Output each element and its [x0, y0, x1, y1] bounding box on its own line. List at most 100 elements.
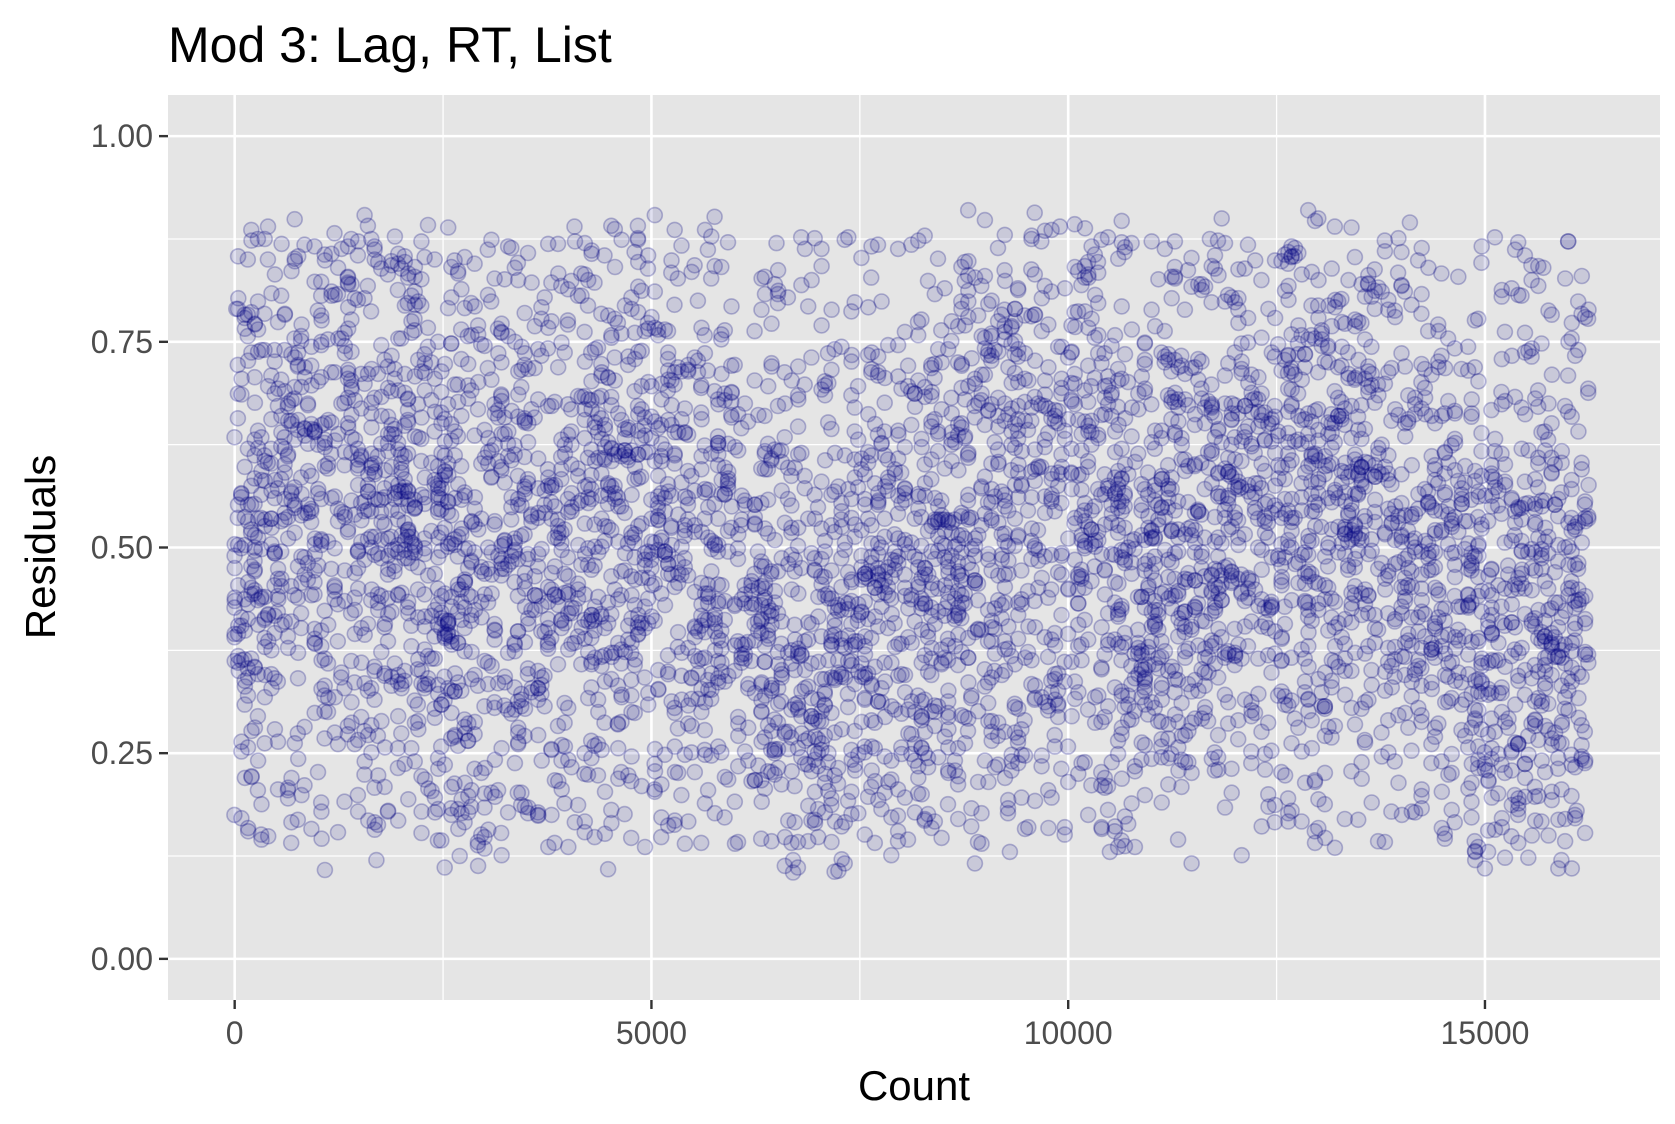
data-point: [768, 234, 785, 252]
data-point: [312, 287, 330, 305]
data-point: [783, 834, 800, 852]
data-point: [922, 470, 940, 488]
data-point: [419, 338, 437, 356]
data-point: [1426, 579, 1444, 597]
data-point: [1386, 651, 1404, 668]
data-point: [896, 666, 914, 684]
data-point: [626, 470, 643, 488]
data-point: [969, 526, 987, 544]
data-point: [1109, 732, 1127, 750]
data-point: [792, 559, 810, 577]
data-point: [1559, 367, 1577, 384]
data-point: [913, 711, 930, 729]
data-point: [392, 454, 410, 472]
data-point: [1001, 843, 1019, 861]
data-point: [239, 739, 257, 756]
data-point: [479, 241, 497, 258]
data-point: [1463, 408, 1480, 426]
data-point: [909, 785, 927, 802]
data-point: [1006, 695, 1024, 713]
data-point: [1393, 277, 1410, 295]
data-point: [1009, 281, 1027, 299]
data-point: [1303, 739, 1321, 757]
data-point: [719, 667, 737, 685]
data-point: [636, 669, 654, 686]
data-point: [432, 501, 450, 519]
data-point: [866, 834, 884, 852]
data-point: [466, 666, 484, 684]
data-point: [626, 458, 644, 476]
data-point: [1113, 638, 1130, 656]
data-point: [1266, 309, 1284, 327]
data-point: [506, 634, 523, 652]
data-point: [1076, 382, 1094, 399]
data-point: [403, 544, 420, 561]
data-point: [442, 535, 460, 552]
data-point: [943, 389, 960, 407]
data-point: [1493, 281, 1511, 299]
data-point: [1296, 673, 1314, 690]
data-point: [323, 245, 340, 263]
data-point: [846, 722, 864, 740]
data-point: [1353, 525, 1370, 542]
data-point: [366, 455, 384, 472]
data-point: [696, 721, 714, 739]
data-point: [1106, 484, 1124, 502]
data-point: [993, 483, 1010, 500]
data-point: [1056, 826, 1073, 843]
data-point: [839, 652, 857, 670]
data-point: [233, 733, 250, 751]
data-point: [1363, 661, 1380, 679]
data-point: [789, 537, 807, 555]
data-point: [1360, 358, 1377, 375]
data-point: [1503, 827, 1520, 845]
data-point: [853, 713, 871, 731]
data-point: [1186, 521, 1204, 539]
data-point: [593, 510, 610, 528]
data-point: [263, 519, 280, 537]
data-point: [399, 390, 417, 407]
data-point: [453, 280, 470, 298]
data-point: [1009, 526, 1027, 544]
data-point: [1303, 455, 1320, 472]
data-point: [953, 300, 970, 318]
data-point: [1323, 260, 1340, 277]
data-point: [759, 435, 777, 453]
data-point: [639, 443, 657, 461]
data-point: [273, 570, 290, 588]
data-point: [1106, 546, 1124, 564]
data-point: [756, 285, 774, 303]
data-point: [466, 427, 483, 444]
data-point: [1530, 257, 1547, 275]
data-point: [336, 793, 353, 811]
data-point: [1493, 383, 1510, 401]
data-point: [379, 802, 397, 820]
data-point: [436, 692, 453, 709]
data-point: [229, 536, 247, 554]
data-point: [1576, 824, 1594, 842]
data-point: [1543, 791, 1560, 809]
data-point: [889, 781, 907, 798]
data-point: [1293, 371, 1311, 389]
data-point: [909, 232, 927, 249]
data-point: [1326, 484, 1344, 501]
data-point: [913, 311, 930, 328]
data-point: [729, 715, 747, 732]
data-point: [1363, 338, 1380, 356]
data-point: [246, 495, 263, 513]
data-point: [579, 271, 597, 289]
data-point: [746, 322, 763, 340]
data-point: [796, 240, 814, 258]
data-point: [226, 806, 243, 824]
data-point: [1469, 310, 1487, 328]
data-point: [579, 689, 597, 707]
data-point: [1503, 614, 1520, 631]
data-point: [1076, 512, 1094, 530]
data-point: [563, 635, 580, 653]
data-point: [406, 321, 423, 339]
data-point: [1086, 329, 1103, 347]
data-point: [1346, 311, 1364, 328]
data-point: [292, 469, 310, 486]
data-point: [386, 563, 403, 580]
data-point: [256, 472, 274, 490]
